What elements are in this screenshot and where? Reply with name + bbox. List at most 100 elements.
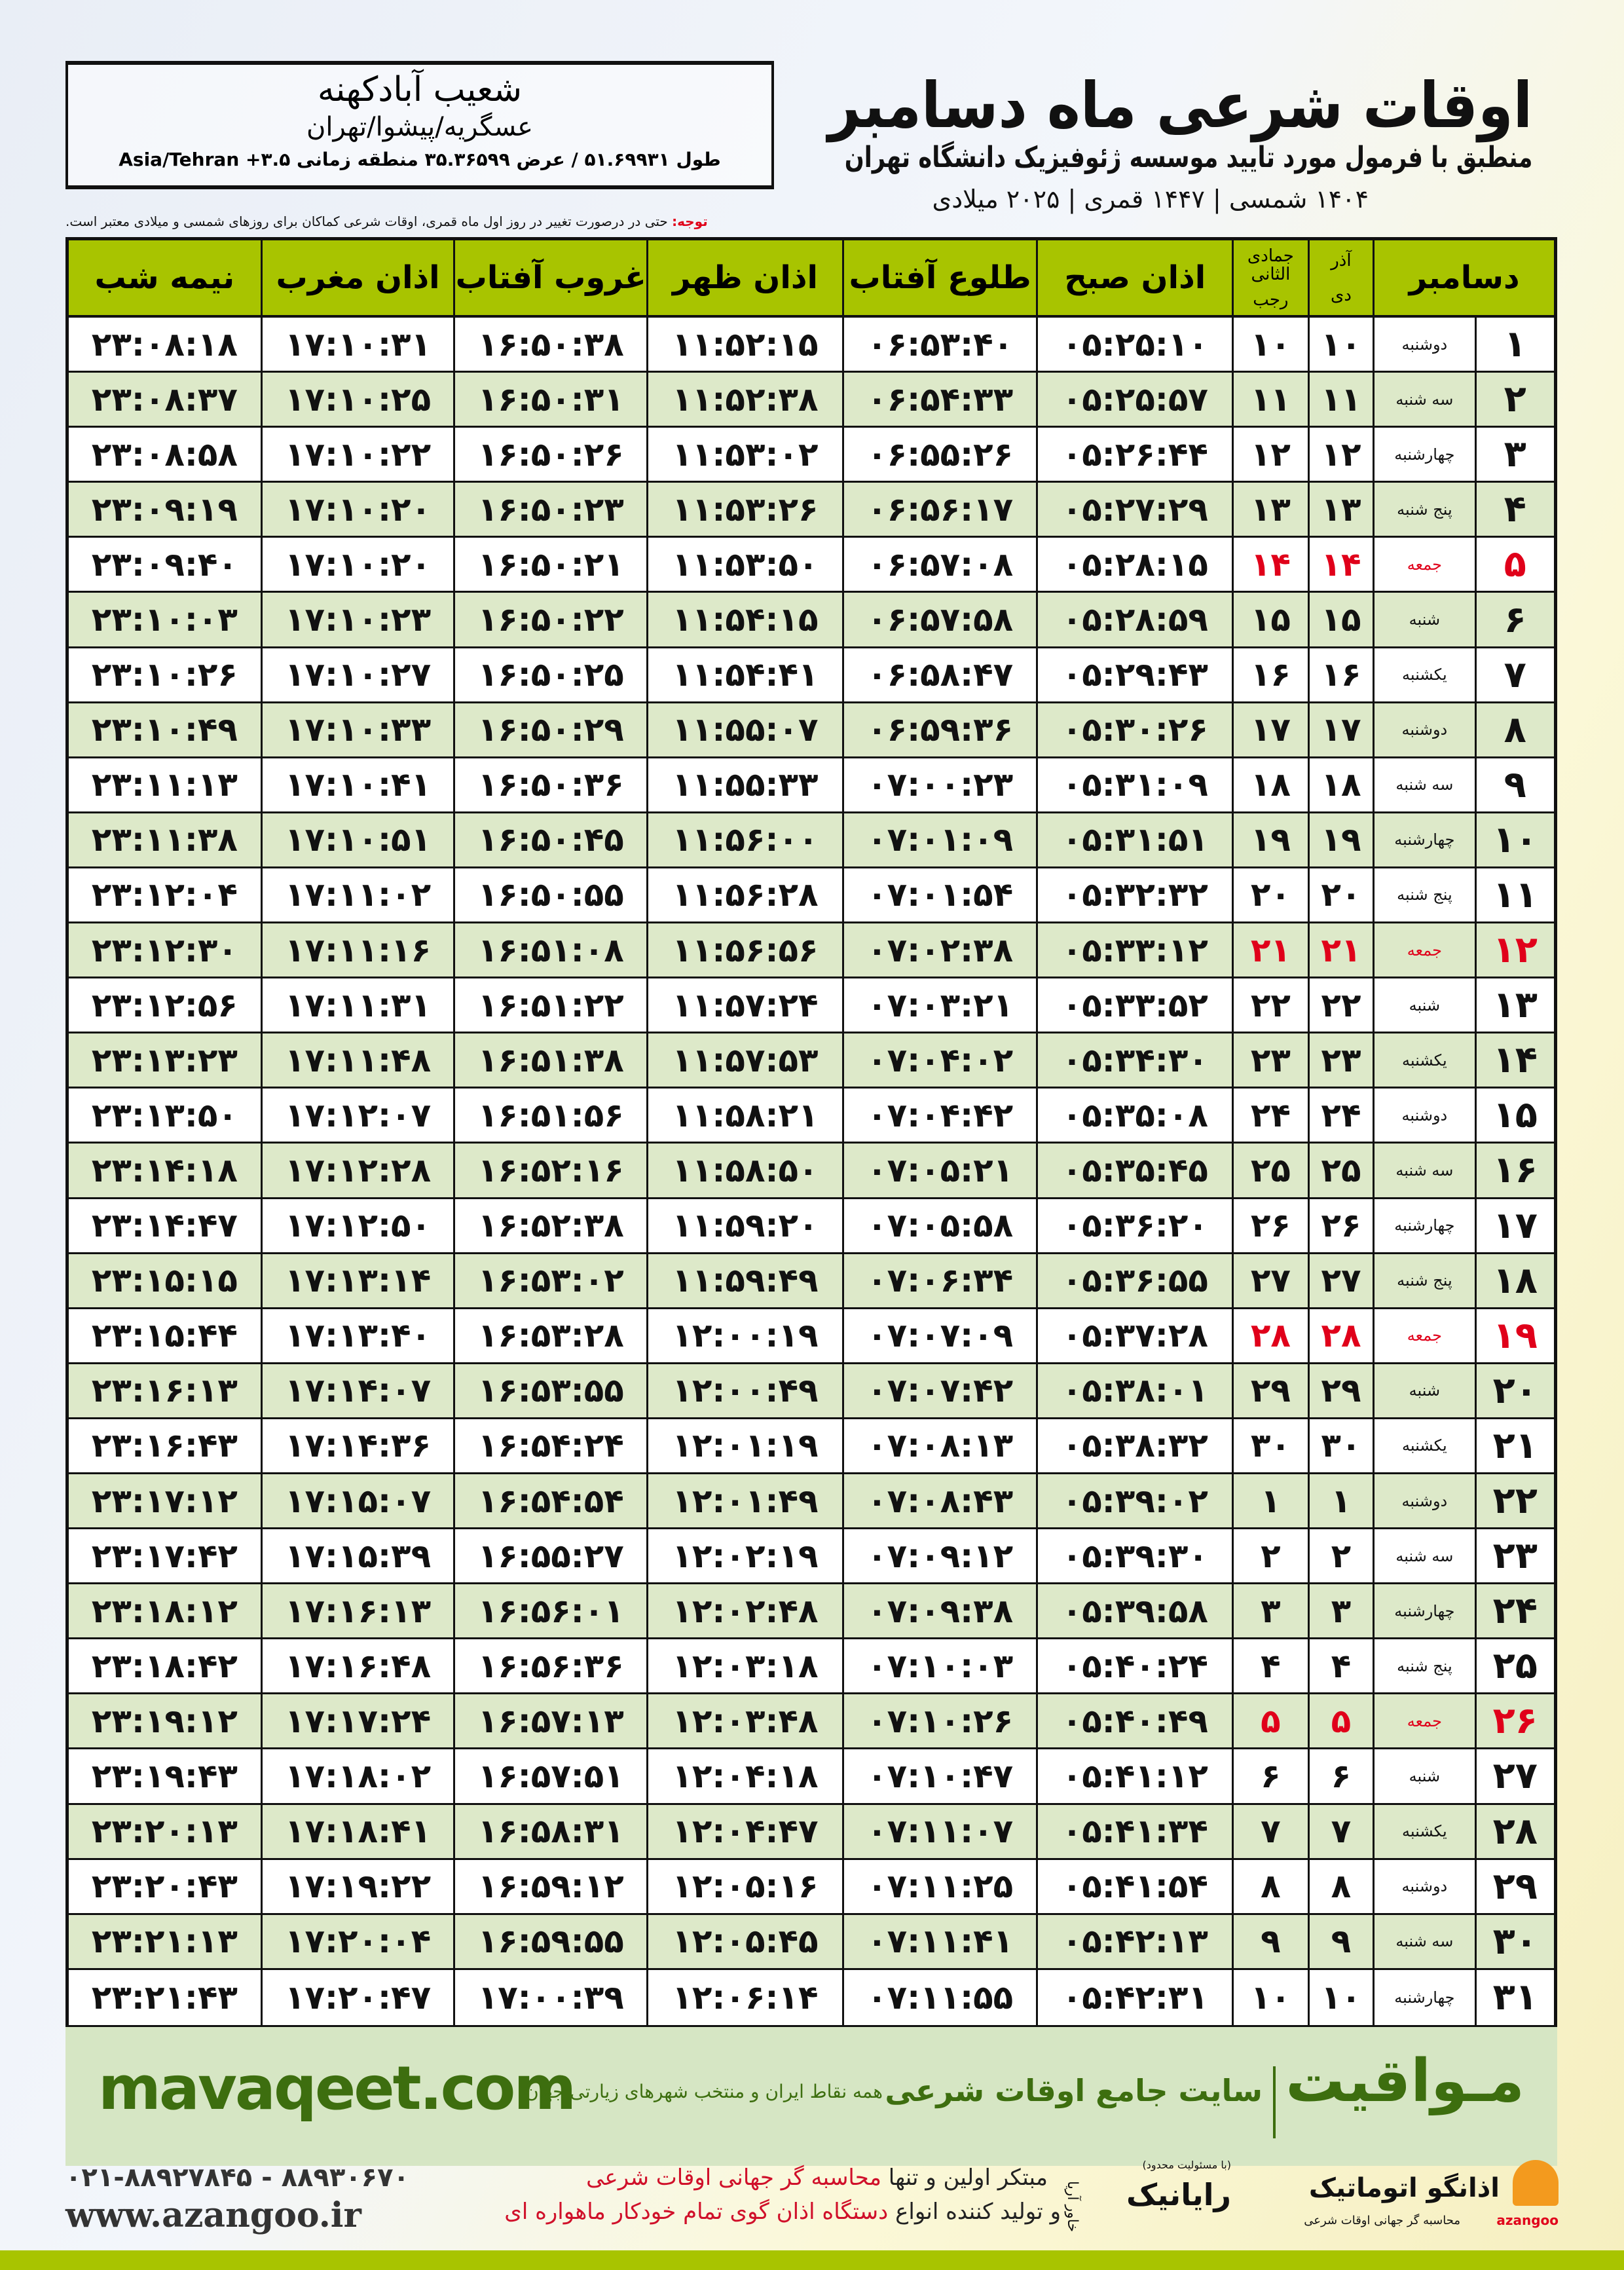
shamsi-day: ۲۸ [1307, 1309, 1373, 1362]
dhuhr-time: ۱۲:۰۰:۱۹ [646, 1309, 842, 1362]
table-row: ۲۹ دوشنبه ۸ ۸ ۰۵:۴۱:۵۴ ۰۷:۱۱:۲۵ ۱۲:۰۵:۱۶ ۱۶:۵۹:… [69, 1859, 1554, 1915]
location-coords: طول ۵۱.۶۹۹۳۱ / عرض ۳۵.۳۶۵۹۹ منطقه زمانی … [119, 149, 721, 170]
rayanik-logo: رایانیک [1126, 2177, 1231, 2212]
midnight-time: ۲۳:۱۹:۱۲ [91, 1702, 238, 1740]
sunrise-time: ۰۶:۵۷:۰۸ [841, 538, 1037, 591]
dhuhr-time: ۱۲:۰۵:۱۶ [646, 1859, 842, 1913]
weekday: یکشنبه [1373, 648, 1474, 701]
midnight-time: ۲۳:۱۹:۴۳ [91, 1757, 238, 1795]
table-row: ۳۱ چهارشنبه ۱۰ ۱۰ ۰۵:۴۲:۳۱ ۰۷:۱۱:۵۵ ۱۲:۰۶:۱۴ ۱۷… [69, 1969, 1554, 2025]
sunrise-time: ۰۷:۰۵:۵۸ [841, 1199, 1037, 1252]
midnight-time: ۲۳:۱۰:۴۹ [91, 711, 238, 749]
sunrise-time: ۰۷:۰۷:۴۲ [841, 1364, 1037, 1417]
day-number: ۱۳ [1474, 978, 1554, 1032]
sunset-time: ۱۶:۵۳:۲۸ [453, 1309, 646, 1362]
weekday: یکشنبه [1373, 1033, 1474, 1087]
table-row: ۸ دوشنبه ۱۷ ۱۷ ۰۵:۳۰:۲۶ ۰۶:۵۹:۳۶ ۱۱:۵۵:۰۷ ۱۶:۵۰… [69, 703, 1554, 758]
sunrise-time: ۰۷:۱۱:۲۵ [841, 1859, 1037, 1913]
sunset-time: ۱۶:۵۰:۲۱ [453, 538, 646, 591]
sunrise-time: ۰۷:۰۶:۳۴ [841, 1254, 1037, 1307]
maghrib-time: ۱۷:۱۵:۰۷ [260, 1474, 454, 1528]
fajr-time: ۰۵:۳۸:۰۱ [1036, 1364, 1232, 1417]
qamari-day: ۲۱ [1232, 923, 1308, 977]
weekday: سه شنبه [1373, 1914, 1474, 1968]
weekday: جمعه [1373, 1694, 1474, 1748]
fajr-time: ۰۵:۲۹:۴۳ [1036, 648, 1232, 701]
day-number: ۲ [1474, 373, 1554, 426]
qamari-day: ۷ [1232, 1804, 1308, 1858]
weekday: پنج شنبه [1373, 483, 1474, 536]
sunrise-time: ۰۶:۵۶:۱۷ [841, 483, 1037, 536]
qamari-day: ۳ [1232, 1584, 1308, 1638]
weekday: دوشنبه [1373, 1859, 1474, 1913]
location-region: عسگریه/پیشوا/تهران [306, 112, 534, 142]
midnight-time: ۲۳:۰۸:۵۸ [91, 435, 238, 474]
shamsi-day: ۱۲ [1307, 428, 1373, 481]
sunrise-time: ۰۷:۱۱:۰۷ [841, 1804, 1037, 1858]
fajr-time: ۰۵:۳۶:۵۵ [1036, 1254, 1232, 1307]
fajr-time: ۰۵:۴۲:۱۳ [1036, 1914, 1232, 1968]
day-number: ۸ [1474, 703, 1554, 756]
table-row: ۱۶ سه شنبه ۲۵ ۲۵ ۰۵:۳۵:۴۵ ۰۷:۰۵:۲۱ ۱۱:۵۸:۵۰ ۱۶:… [69, 1144, 1554, 1199]
dhuhr-time: ۱۱:۵۹:۴۹ [646, 1254, 842, 1307]
promo1-text: مبتکر اولین و تنها [881, 2165, 1048, 2191]
col-fajr: اذان صبح [1036, 240, 1232, 315]
midnight-time: ۲۳:۲۰:۴۳ [91, 1867, 238, 1906]
shamsi-day: ۱۵ [1307, 593, 1373, 646]
maghrib-time: ۱۷:۲۰:۴۷ [260, 1969, 454, 2025]
sunrise-time: ۰۶:۵۵:۲۶ [841, 428, 1037, 481]
promo-line-1: مبتکر اولین و تنها محاسبه گر جهانی اوقات… [586, 2165, 1048, 2191]
sunrise-time: ۰۷:۱۱:۴۱ [841, 1914, 1037, 1968]
day-number: ۳ [1474, 428, 1554, 481]
rayanik-side: خاور آریا [1064, 2181, 1080, 2233]
weekday: شنبه [1373, 593, 1474, 646]
day-number: ۱ [1474, 318, 1554, 371]
qamari-day: ۱۷ [1232, 703, 1308, 756]
fajr-time: ۰۵:۲۷:۲۹ [1036, 483, 1232, 536]
weekday: دوشنبه [1373, 318, 1474, 371]
sunset-time: ۱۶:۵۶:۰۱ [453, 1584, 646, 1638]
sunset-time: ۱۶:۵۱:۲۲ [453, 978, 646, 1032]
midnight-time: ۲۳:۱۵:۴۴ [91, 1316, 238, 1355]
fajr-time: ۰۵:۴۱:۱۲ [1036, 1749, 1232, 1803]
midnight-time: ۲۳:۱۰:۲۶ [91, 656, 238, 694]
mavaqeet-url[interactable]: mavaqeet.com [98, 2053, 576, 2123]
sunrise-time: ۰۷:۰۵:۲۱ [841, 1144, 1037, 1197]
table-row: ۲۰ شنبه ۲۹ ۲۹ ۰۵:۳۸:۰۱ ۰۷:۰۷:۴۲ ۱۲:۰۰:۴۹ ۱۶:۵۳:… [69, 1364, 1554, 1419]
dhuhr-time: ۱۲:۰۱:۴۹ [646, 1474, 842, 1528]
sunset-time: ۱۶:۵۱:۵۶ [453, 1088, 646, 1142]
promo-line-2: و تولید کننده انواع دستگاه اذان گوی تمام… [504, 2199, 1061, 2225]
maghrib-time: ۱۷:۱۱:۰۲ [260, 868, 454, 922]
azangoo-url[interactable]: www.azangoo.ir [65, 2195, 361, 2235]
table-row: ۱۱ پنج شنبه ۲۰ ۲۰ ۰۵:۳۲:۳۲ ۰۷:۰۱:۵۴ ۱۱:۵۶:۲۸ ۱۶… [69, 868, 1554, 924]
midnight-time: ۲۳:۰۸:۱۸ [91, 325, 238, 363]
dhuhr-time: ۱۲:۰۵:۴۵ [646, 1914, 842, 1968]
qamari-day: ۱۹ [1232, 813, 1308, 866]
maghrib-time: ۱۷:۱۰:۵۱ [260, 813, 454, 866]
qamari-day: ۲ [1232, 1529, 1308, 1583]
azangoo-logo: اذانگو اتوماتیک [1308, 2173, 1500, 2203]
shamsi-day: ۲۴ [1307, 1088, 1373, 1142]
qamari-day: ۲۳ [1232, 1033, 1308, 1087]
dhuhr-time: ۱۱:۵۸:۲۱ [646, 1088, 842, 1142]
fajr-time: ۰۵:۴۰:۲۴ [1036, 1639, 1232, 1693]
col-shamsi-bottom: دی [1330, 285, 1352, 305]
shamsi-day: ۲۵ [1307, 1144, 1373, 1197]
shamsi-day: ۲۱ [1307, 923, 1373, 977]
fajr-time: ۰۵:۳۸:۳۲ [1036, 1419, 1232, 1472]
sunset-time: ۱۶:۵۱:۰۸ [453, 923, 646, 977]
midnight-time: ۲۳:۰۸:۳۷ [91, 380, 238, 419]
dhuhr-time: ۱۱:۵۹:۲۰ [646, 1199, 842, 1252]
qamari-day: ۱۸ [1232, 758, 1308, 811]
maghrib-time: ۱۷:۱۰:۳۱ [260, 318, 454, 371]
weekday: جمعه [1373, 1309, 1474, 1362]
sunset-time: ۱۶:۵۵:۲۷ [453, 1529, 646, 1583]
qamari-day: ۴ [1232, 1639, 1308, 1693]
qamari-day: ۱۴ [1232, 538, 1308, 591]
shamsi-day: ۱۰ [1307, 318, 1373, 371]
midnight-time: ۲۳:۱۸:۴۲ [91, 1647, 238, 1685]
fajr-time: ۰۵:۳۰:۲۶ [1036, 703, 1232, 756]
fajr-time: ۰۵:۳۵:۰۸ [1036, 1088, 1232, 1142]
col-qamari-bottom: رجب [1253, 289, 1289, 310]
dhuhr-time: ۱۲:۰۰:۴۹ [646, 1364, 842, 1417]
